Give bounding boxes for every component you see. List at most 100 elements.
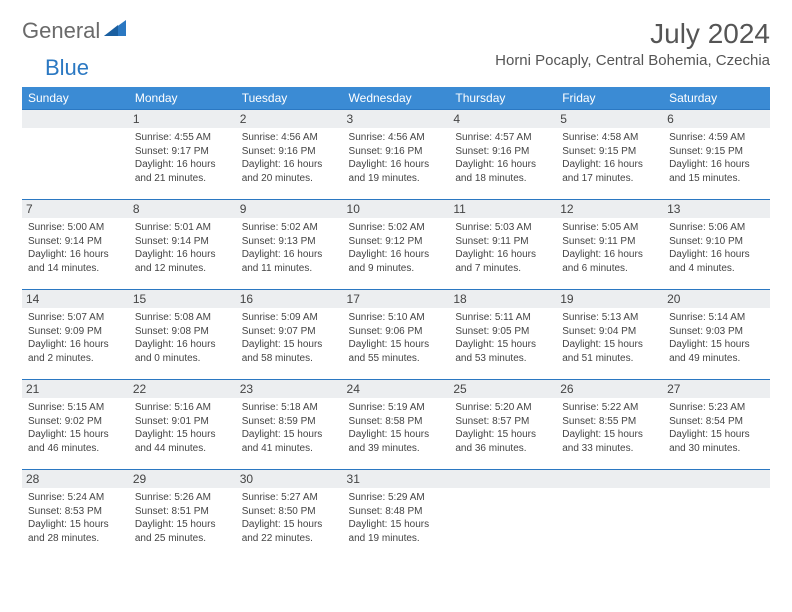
calendar-week: 28Sunrise: 5:24 AMSunset: 8:53 PMDayligh…	[22, 470, 770, 560]
day-info: Sunrise: 5:09 AMSunset: 9:07 PMDaylight:…	[242, 311, 337, 365]
day-info: Sunrise: 5:26 AMSunset: 8:51 PMDaylight:…	[135, 491, 230, 545]
calendar-day: 14Sunrise: 5:07 AMSunset: 9:09 PMDayligh…	[22, 290, 129, 380]
sunrise-label: Sunrise:	[562, 312, 601, 323]
sunset-label: Sunset:	[669, 146, 706, 157]
sunrise-label: Sunrise:	[455, 402, 494, 413]
month-title: July 2024	[495, 18, 770, 50]
day-info: Sunrise: 5:00 AMSunset: 9:14 PMDaylight:…	[28, 221, 123, 275]
sunset-time: 9:17 PM	[172, 146, 209, 157]
daylight-label: Daylight:	[242, 339, 284, 350]
day-info: Sunrise: 5:11 AMSunset: 9:05 PMDaylight:…	[455, 311, 550, 365]
day-number: 15	[129, 290, 236, 308]
day-number: 19	[556, 290, 663, 308]
day-info: Sunrise: 5:08 AMSunset: 9:08 PMDaylight:…	[135, 311, 230, 365]
daylight-label: Daylight:	[455, 429, 497, 440]
daylight-label: Daylight:	[562, 249, 604, 260]
sunrise-time: 5:29 AM	[388, 492, 425, 503]
logo-triangle-icon	[104, 20, 126, 43]
day-info: Sunrise: 5:07 AMSunset: 9:09 PMDaylight:…	[28, 311, 123, 365]
sunrise-time: 5:16 AM	[174, 402, 211, 413]
sunset-time: 9:11 PM	[599, 236, 636, 247]
day-info: Sunrise: 5:18 AMSunset: 8:59 PMDaylight:…	[242, 401, 337, 455]
day-info: Sunrise: 5:27 AMSunset: 8:50 PMDaylight:…	[242, 491, 337, 545]
sunset-time: 8:55 PM	[599, 416, 636, 427]
sunrise-label: Sunrise:	[28, 492, 67, 503]
calendar-day: 6Sunrise: 4:59 AMSunset: 9:15 PMDaylight…	[663, 110, 770, 200]
day-number-empty	[449, 470, 556, 488]
sunset-label: Sunset:	[562, 416, 599, 427]
calendar-day: 26Sunrise: 5:22 AMSunset: 8:55 PMDayligh…	[556, 380, 663, 470]
sunset-time: 9:04 PM	[599, 326, 636, 337]
day-info: Sunrise: 5:19 AMSunset: 8:58 PMDaylight:…	[349, 401, 444, 455]
day-info: Sunrise: 5:05 AMSunset: 9:11 PMDaylight:…	[562, 221, 657, 275]
sunset-label: Sunset:	[349, 146, 386, 157]
sunset-time: 9:02 PM	[65, 416, 102, 427]
sunrise-label: Sunrise:	[349, 312, 388, 323]
sunset-label: Sunset:	[242, 506, 279, 517]
calendar-day: 17Sunrise: 5:10 AMSunset: 9:06 PMDayligh…	[343, 290, 450, 380]
sunrise-label: Sunrise:	[455, 222, 494, 233]
sunrise-label: Sunrise:	[135, 132, 174, 143]
daylight-label: Daylight:	[135, 429, 177, 440]
calendar-day: 9Sunrise: 5:02 AMSunset: 9:13 PMDaylight…	[236, 200, 343, 290]
sunrise-time: 5:08 AM	[174, 312, 211, 323]
daylight-label: Daylight:	[349, 159, 391, 170]
calendar-day	[556, 470, 663, 560]
sunset-label: Sunset:	[135, 506, 172, 517]
sunrise-time: 5:07 AM	[67, 312, 104, 323]
sunrise-time: 4:58 AM	[602, 132, 639, 143]
daylight-label: Daylight:	[135, 159, 177, 170]
sunrise-label: Sunrise:	[242, 132, 281, 143]
sunrise-time: 5:03 AM	[495, 222, 532, 233]
sunrise-time: 5:26 AM	[174, 492, 211, 503]
header-row: Sunday Monday Tuesday Wednesday Thursday…	[22, 87, 770, 110]
sunset-time: 9:09 PM	[65, 326, 102, 337]
calendar-week: 1Sunrise: 4:55 AMSunset: 9:17 PMDaylight…	[22, 110, 770, 200]
sunset-time: 9:14 PM	[65, 236, 102, 247]
sunrise-label: Sunrise:	[562, 402, 601, 413]
sunset-time: 9:16 PM	[492, 146, 529, 157]
day-number: 31	[343, 470, 450, 488]
calendar-day: 10Sunrise: 5:02 AMSunset: 9:12 PMDayligh…	[343, 200, 450, 290]
sunset-time: 8:57 PM	[492, 416, 529, 427]
calendar-day: 20Sunrise: 5:14 AMSunset: 9:03 PMDayligh…	[663, 290, 770, 380]
calendar-day: 11Sunrise: 5:03 AMSunset: 9:11 PMDayligh…	[449, 200, 556, 290]
sunrise-label: Sunrise:	[669, 312, 708, 323]
sunrise-label: Sunrise:	[562, 222, 601, 233]
sunset-time: 9:06 PM	[385, 326, 422, 337]
sunset-label: Sunset:	[349, 326, 386, 337]
col-wednesday: Wednesday	[343, 87, 450, 110]
sunrise-time: 4:57 AM	[495, 132, 532, 143]
sunrise-label: Sunrise:	[242, 312, 281, 323]
day-number: 13	[663, 200, 770, 218]
sunrise-time: 4:56 AM	[281, 132, 318, 143]
day-number: 29	[129, 470, 236, 488]
sunrise-time: 5:22 AM	[602, 402, 639, 413]
calendar-day: 7Sunrise: 5:00 AMSunset: 9:14 PMDaylight…	[22, 200, 129, 290]
sunrise-label: Sunrise:	[135, 492, 174, 503]
daylight-label: Daylight:	[28, 339, 70, 350]
sunset-time: 8:53 PM	[65, 506, 102, 517]
calendar-day: 18Sunrise: 5:11 AMSunset: 9:05 PMDayligh…	[449, 290, 556, 380]
sunrise-time: 5:02 AM	[388, 222, 425, 233]
sunrise-label: Sunrise:	[562, 132, 601, 143]
sunset-time: 9:14 PM	[172, 236, 209, 247]
day-info: Sunrise: 5:14 AMSunset: 9:03 PMDaylight:…	[669, 311, 764, 365]
daylight-label: Daylight:	[28, 519, 70, 530]
col-saturday: Saturday	[663, 87, 770, 110]
sunset-label: Sunset:	[242, 326, 279, 337]
logo-word2: Blue	[45, 55, 89, 80]
sunset-time: 8:54 PM	[706, 416, 743, 427]
daylight-label: Daylight:	[349, 429, 391, 440]
sunrise-time: 5:06 AM	[709, 222, 746, 233]
sunset-time: 9:05 PM	[492, 326, 529, 337]
day-number: 3	[343, 110, 450, 128]
sunrise-time: 5:27 AM	[281, 492, 318, 503]
day-number: 8	[129, 200, 236, 218]
day-info: Sunrise: 5:10 AMSunset: 9:06 PMDaylight:…	[349, 311, 444, 365]
sunrise-time: 5:10 AM	[388, 312, 425, 323]
day-number-empty	[556, 470, 663, 488]
sunrise-time: 5:24 AM	[67, 492, 104, 503]
sunset-label: Sunset:	[455, 146, 492, 157]
day-number: 9	[236, 200, 343, 218]
